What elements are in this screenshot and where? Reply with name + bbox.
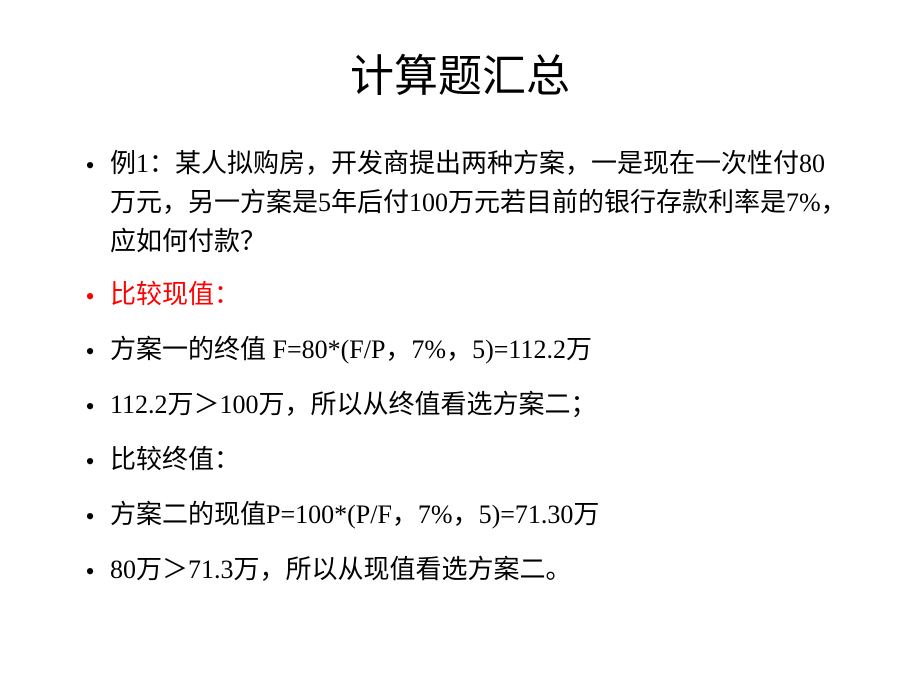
- bullet-marker: •: [70, 440, 110, 481]
- bullet-text: 方案一的终值 F=80*(F/P，7%，5)=112.2万: [110, 330, 850, 369]
- bullet-text: 比较终值：: [110, 440, 850, 479]
- bullet-marker: •: [70, 495, 110, 536]
- slide-title: 计算题汇总: [70, 40, 850, 104]
- bullet-item: • 例1：某人拟购房，开发商提出两种方案，一是现在一次性付80万元，另一方案是5…: [70, 144, 850, 261]
- bullet-text: 112.2万＞100万，所以从终值看选方案二；: [110, 385, 850, 424]
- bullet-marker: •: [70, 330, 110, 371]
- bullet-item: • 112.2万＞100万，所以从终值看选方案二；: [70, 385, 850, 426]
- slide-content: • 例1：某人拟购房，开发商提出两种方案，一是现在一次性付80万元，另一方案是5…: [70, 144, 850, 591]
- bullet-item: • 方案二的现值P=100*(P/F，7%，5)=71.30万: [70, 495, 850, 536]
- bullet-item: • 方案一的终值 F=80*(F/P，7%，5)=112.2万: [70, 330, 850, 371]
- bullet-text: 比较现值：: [110, 275, 850, 314]
- bullet-text: 80万＞71.3万，所以从现值看选方案二。: [110, 550, 850, 589]
- bullet-item: • 比较终值：: [70, 440, 850, 481]
- bullet-marker: •: [70, 144, 110, 185]
- bullet-marker: •: [70, 385, 110, 426]
- bullet-item: • 80万＞71.3万，所以从现值看选方案二。: [70, 550, 850, 591]
- bullet-text: 方案二的现值P=100*(P/F，7%，5)=71.30万: [110, 495, 850, 534]
- bullet-text: 例1：某人拟购房，开发商提出两种方案，一是现在一次性付80万元，另一方案是5年后…: [110, 144, 850, 261]
- bullet-marker: •: [70, 275, 110, 316]
- bullet-marker: •: [70, 550, 110, 591]
- bullet-item: • 比较现值：: [70, 275, 850, 316]
